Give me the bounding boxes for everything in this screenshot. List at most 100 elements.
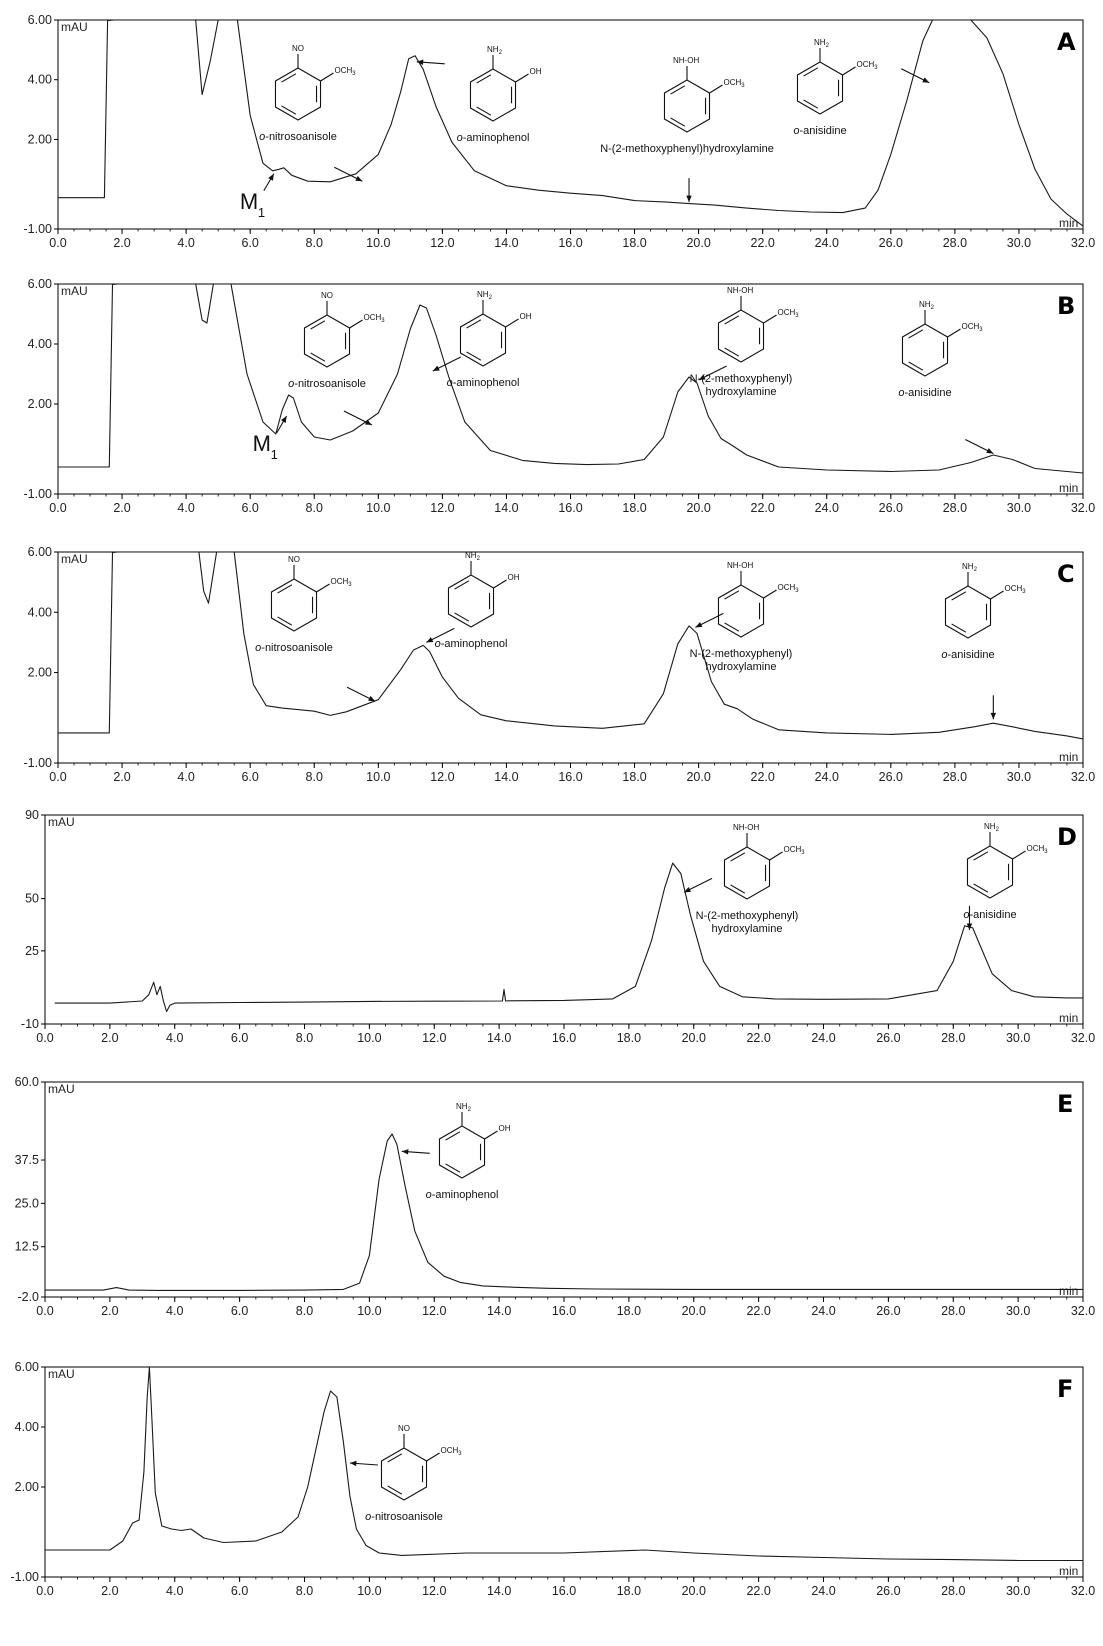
compound-label: o-aminophenol xyxy=(447,377,520,389)
x-tick-label: 18.0 xyxy=(617,1584,641,1598)
chromatogram-trace xyxy=(54,862,1083,1013)
x-tick-label: 14.0 xyxy=(494,236,518,250)
panel-label: D xyxy=(1057,823,1077,851)
substituent-label: NO xyxy=(292,44,304,53)
compound-annotation: NH-OH OCH3 N-(2-methoxyphenyl)hydroxylamin… xyxy=(600,56,774,203)
y-unit-label: mAU xyxy=(61,284,88,298)
compound-annotation: NO OCH3 o-nitrosoanisole xyxy=(255,555,376,702)
double-bond xyxy=(730,852,746,862)
y-tick-label: -2.0 xyxy=(17,1290,39,1304)
x-tick-label: 28.0 xyxy=(943,236,967,250)
compound-annotation: NH-OH OCH3 N-(2-methoxyphenyl)hydroxylamin… xyxy=(683,823,805,935)
x-tick-label: 4.0 xyxy=(177,236,194,250)
x-tick-label: 24.0 xyxy=(815,770,839,784)
y-unit-label: mAU xyxy=(48,1367,75,1381)
panel-label: B xyxy=(1057,292,1075,320)
x-tick-label: 20.0 xyxy=(682,1031,706,1045)
x-tick-label: 6.0 xyxy=(231,1031,248,1045)
y-tick-label: 50 xyxy=(25,892,39,906)
y-tick-label: 12.5 xyxy=(15,1240,39,1254)
double-bond xyxy=(310,352,326,362)
x-tick-label: 18.0 xyxy=(622,501,646,515)
compound-annotation: NH2 OH o-aminophenol xyxy=(432,290,532,389)
y-unit-label: mAU xyxy=(48,1082,75,1096)
x-tick-label: 24.0 xyxy=(815,236,839,250)
compound-annotation: NH2 OH o-aminophenol xyxy=(416,45,542,144)
panel-label: A xyxy=(1057,28,1076,56)
marker-label: M xyxy=(253,431,271,456)
double-bond xyxy=(387,1485,403,1495)
x-tick-label: 26.0 xyxy=(879,770,903,784)
bond xyxy=(349,319,363,329)
compound-annotation: NH2 OH o-aminophenol xyxy=(426,551,520,650)
x-tick-label: 16.0 xyxy=(552,1304,576,1318)
benzene-ring xyxy=(717,584,765,638)
substituent-label: NH2 xyxy=(456,1102,472,1113)
substituent-label: OCH3 xyxy=(857,60,879,71)
x-tick-label: 2.0 xyxy=(113,236,130,250)
x-tick-label: 0.0 xyxy=(49,501,66,515)
x-tick-label: 12.0 xyxy=(422,1584,446,1598)
benzene-ring xyxy=(901,323,949,377)
x-tick-label: 2.0 xyxy=(101,1304,118,1318)
benzene-ring xyxy=(717,309,765,363)
benzene-ring xyxy=(438,1125,486,1179)
x-unit-label: min xyxy=(1059,1564,1078,1578)
compound-label: o-aminophenol xyxy=(457,132,530,144)
x-tick-label: 24.0 xyxy=(815,501,839,515)
x-tick-label: 30.0 xyxy=(1007,236,1031,250)
x-tick-label: 20.0 xyxy=(686,770,710,784)
substituent-label: OCH3 xyxy=(1005,584,1027,595)
compound-label: N-(2-methoxyphenyl) xyxy=(690,648,793,660)
arrow-head xyxy=(698,374,706,380)
x-tick-label: 20.0 xyxy=(682,1584,706,1598)
x-tick-label: 16.0 xyxy=(552,1031,576,1045)
arrow-head xyxy=(966,923,973,930)
bond xyxy=(515,73,529,83)
x-unit-label: min xyxy=(1059,1011,1078,1025)
benzene-ring xyxy=(723,846,771,900)
double-bond xyxy=(281,73,297,83)
y-tick-label: -1.00 xyxy=(24,487,53,501)
double-bond xyxy=(454,612,470,622)
compound-annotation: NO OCH3 o-nitrosoanisole xyxy=(349,1424,462,1523)
double-bond xyxy=(951,623,967,633)
double-bond xyxy=(803,67,819,77)
double-bond xyxy=(803,99,819,109)
x-tick-label: 30.0 xyxy=(1006,1031,1030,1045)
x-tick-label: 32.0 xyxy=(1071,1584,1095,1598)
bond xyxy=(484,1130,498,1140)
x-tick-label: 6.0 xyxy=(241,770,258,784)
compound-label: o-aminophenol xyxy=(435,638,508,650)
x-tick-label: 12.0 xyxy=(422,1031,446,1045)
y-tick-label: 90 xyxy=(25,808,39,822)
marker-subscript: 1 xyxy=(258,205,265,220)
x-tick-label: 0.0 xyxy=(49,770,66,784)
x-tick-label: 32.0 xyxy=(1071,1031,1095,1045)
y-tick-label: 2.00 xyxy=(28,397,52,411)
double-bond xyxy=(670,85,686,95)
arrow-head xyxy=(686,195,692,203)
substituent-label: NO xyxy=(288,555,300,564)
double-bond xyxy=(724,315,740,325)
compound-label: N-(2-methoxyphenyl)hydroxylamine xyxy=(600,143,774,155)
x-tick-label: 8.0 xyxy=(306,236,323,250)
x-tick-label: 14.0 xyxy=(487,1584,511,1598)
substituent-label: OCH3 xyxy=(778,308,800,319)
y-tick-label: 6.00 xyxy=(28,277,52,291)
x-tick-label: 4.0 xyxy=(166,1584,183,1598)
compound-annotation: NO OCH3 o-nitrosoanisole xyxy=(288,291,385,426)
bond xyxy=(493,579,507,589)
x-tick-label: 16.0 xyxy=(558,236,582,250)
arrow-head xyxy=(432,365,440,371)
double-bond xyxy=(476,106,492,116)
x-tick-label: 18.0 xyxy=(622,770,646,784)
y-tick-label: 2.00 xyxy=(15,1480,39,1494)
benzene-ring xyxy=(447,574,495,628)
x-tick-label: 18.0 xyxy=(617,1304,641,1318)
substituent-label: NH2 xyxy=(814,38,830,49)
chart-panel-f: 0.0 2.0 4.0 6.0 8.0 10.0 12.0 14.0 16.0 18.0 20.0 2… xyxy=(11,1360,1096,1598)
chromatogram-trace xyxy=(58,284,1083,474)
x-tick-label: 20.0 xyxy=(682,1304,706,1318)
